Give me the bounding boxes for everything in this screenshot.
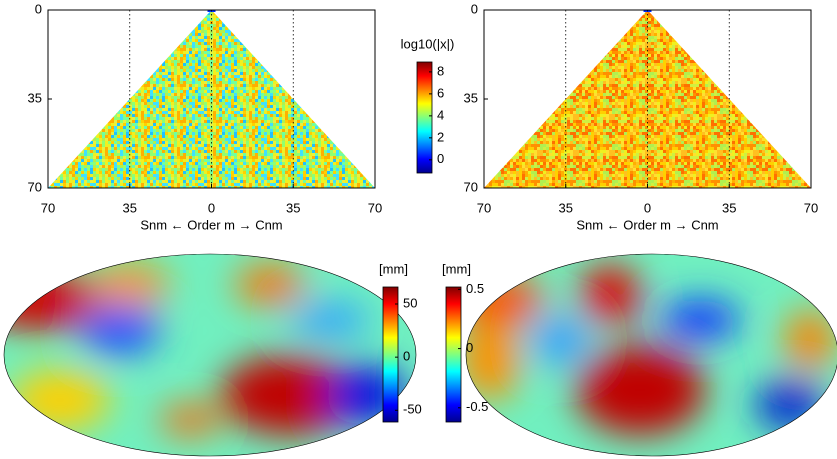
colorbar-tick-label: -0.5 bbox=[466, 399, 488, 414]
field-blob bbox=[530, 315, 590, 365]
colorbar-tick-label: 0.5 bbox=[466, 281, 484, 296]
colorbar-tick-label: 0 bbox=[466, 340, 473, 355]
colorbar-tick-label: 8 bbox=[437, 63, 444, 78]
x-tick-label: 70 bbox=[477, 200, 491, 215]
y-tick-label: 70 bbox=[464, 179, 478, 194]
field-blob bbox=[785, 310, 835, 370]
x-axis-label: Snm ← Order m → Cnm bbox=[576, 217, 718, 232]
colorbar bbox=[382, 286, 399, 423]
y-tick-label: 0 bbox=[471, 1, 478, 16]
x-tick-label: 35 bbox=[286, 200, 300, 215]
colorbar-tick-label: 0 bbox=[403, 349, 410, 364]
colorbar-tick-label: 50 bbox=[403, 295, 417, 310]
field-blob bbox=[580, 265, 640, 325]
colorbar-title: [mm] bbox=[442, 261, 471, 276]
field-blob bbox=[466, 320, 520, 400]
plot-frame bbox=[47, 9, 376, 189]
field-blob bbox=[160, 405, 220, 435]
x-tick-label: 35 bbox=[722, 200, 736, 215]
field-blob bbox=[660, 300, 740, 340]
y-tick-label: 35 bbox=[464, 90, 478, 105]
colorbar-tick-label: 6 bbox=[437, 85, 444, 100]
y-tick-label: 35 bbox=[28, 90, 42, 105]
field-blob bbox=[220, 355, 360, 435]
colorbar-tick-label: -50 bbox=[403, 402, 422, 417]
plot-frame bbox=[483, 9, 812, 189]
x-tick-label: 70 bbox=[804, 200, 818, 215]
field-blob bbox=[290, 302, 370, 338]
field-blob bbox=[235, 265, 305, 305]
map-field bbox=[466, 265, 835, 435]
field-blob bbox=[90, 265, 170, 305]
x-tick-label: 35 bbox=[559, 200, 573, 215]
colorbar-tick-label: 4 bbox=[437, 107, 444, 122]
field-blob bbox=[10, 370, 110, 430]
colorbar-tick-label: 0 bbox=[437, 151, 444, 166]
x-tick-label: 35 bbox=[123, 200, 137, 215]
x-axis-label: Snm ← Order m → Cnm bbox=[140, 217, 282, 232]
colorbar-title: log10(|x|) bbox=[401, 36, 455, 51]
colorbar-title: [mm] bbox=[379, 261, 408, 276]
x-tick-label: 70 bbox=[368, 200, 382, 215]
y-tick-label: 0 bbox=[35, 1, 42, 16]
x-tick-label: 0 bbox=[208, 200, 215, 215]
map-outline bbox=[465, 253, 837, 457]
colorbar-tick-label: 2 bbox=[437, 129, 444, 144]
x-tick-label: 70 bbox=[41, 200, 55, 215]
colorbar bbox=[445, 286, 462, 423]
field-blob bbox=[575, 345, 705, 435]
y-tick-label: 70 bbox=[28, 179, 42, 194]
field-blob bbox=[80, 305, 160, 355]
map bbox=[466, 254, 837, 456]
colorbar bbox=[416, 61, 433, 174]
x-tick-label: 0 bbox=[644, 200, 651, 215]
map-outline bbox=[3, 253, 417, 457]
